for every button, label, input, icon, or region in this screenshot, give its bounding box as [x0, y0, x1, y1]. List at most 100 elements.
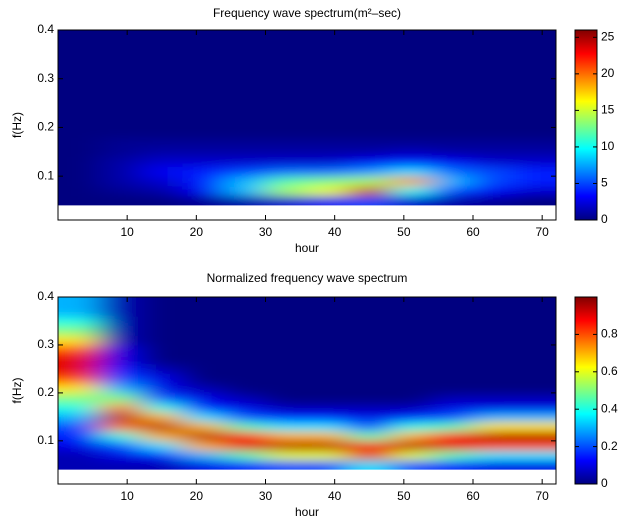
heatmap-cell: [99, 137, 142, 148]
heatmap-cell: [265, 431, 308, 442]
heatmap-cell: [390, 30, 432, 41]
heatmap-cell: [265, 59, 308, 70]
heatmap-cell: [141, 412, 183, 423]
heatmap-cell: [431, 137, 474, 148]
heatmap-cell: [514, 421, 556, 432]
heatmap-cell: [348, 431, 391, 442]
heatmap-cell: [182, 49, 225, 60]
heatmap-cell: [224, 431, 266, 442]
heatmap-cell: [265, 344, 308, 356]
heatmap-cell: [224, 412, 266, 423]
x-tick-label: 40: [328, 225, 342, 239]
x-axis-label: hour: [295, 241, 319, 255]
heatmap-cell: [141, 325, 183, 336]
heatmap-cell: [265, 176, 308, 187]
heatmap-cell: [224, 460, 266, 470]
heatmap-cell: [431, 354, 474, 365]
heatmap-cell: [473, 383, 515, 394]
heatmap-cell: [224, 166, 266, 177]
heatmap: [58, 297, 556, 470]
heatmap-cell: [224, 354, 266, 365]
heatmap-cell: [348, 354, 391, 365]
heatmap-cell: [58, 383, 100, 394]
heatmap-cell: [473, 325, 515, 336]
heatmap-cell: [265, 117, 308, 128]
heatmap-cell: [348, 412, 391, 423]
heatmap-cell: [99, 450, 142, 461]
heatmap-cell: [307, 185, 349, 197]
heatmap-cell: [141, 373, 183, 384]
heatmap-cell: [307, 137, 349, 148]
heatmap-cell: [348, 402, 391, 413]
heatmap-cell: [141, 78, 183, 89]
heatmap-cell: [99, 460, 142, 470]
heatmap-cell: [58, 137, 100, 148]
y-axis-label: f(Hz): [10, 112, 24, 138]
heatmap-cell: [514, 185, 556, 197]
heatmap-cell: [390, 185, 432, 197]
heatmap-cell: [514, 344, 556, 356]
heatmap-cell: [141, 39, 183, 50]
heatmap-cell: [431, 39, 474, 50]
heatmap-cell: [473, 373, 515, 384]
heatmap-cell: [307, 195, 349, 206]
heatmap-cell: [390, 146, 432, 158]
heatmap-cell: [473, 39, 515, 50]
heatmap-cell: [431, 88, 474, 99]
heatmap-cell: [514, 297, 556, 308]
heatmap: [58, 30, 556, 206]
heatmap-cell: [224, 107, 266, 119]
heatmap-cell: [265, 373, 308, 384]
heatmap-cell: [473, 68, 515, 80]
heatmap-cell: [431, 185, 474, 197]
colorbar-frame: [574, 29, 598, 221]
heatmap-cell: [473, 127, 515, 138]
colorbar-tick-label: 0.8: [601, 327, 618, 341]
heatmap-cell: [473, 107, 515, 119]
heatmap-cell: [99, 306, 142, 317]
heatmap-cell: [141, 146, 183, 158]
heatmap-cell: [514, 373, 556, 384]
heatmap-cell: [348, 335, 391, 346]
y-tick-label: 0.1: [37, 168, 54, 182]
heatmap-cell: [265, 383, 308, 394]
heatmap-cell: [348, 117, 391, 128]
heatmap-cell: [99, 59, 142, 70]
heatmap-cell: [431, 107, 474, 119]
y-tick-label: 0.2: [37, 120, 54, 134]
heatmap-cell: [182, 146, 225, 158]
heatmap-cell: [58, 402, 100, 413]
heatmap-cell: [224, 117, 266, 128]
heatmap-cell: [224, 68, 266, 80]
heatmap-cell: [182, 107, 225, 119]
heatmap-cell: [265, 421, 308, 432]
heatmap-cell: [431, 412, 474, 423]
heatmap-cell: [514, 412, 556, 423]
heatmap-cell: [348, 383, 391, 394]
x-tick-label: 70: [535, 489, 549, 503]
heatmap-cell: [431, 431, 474, 442]
heatmap-cell: [265, 88, 308, 99]
heatmap-cell: [473, 412, 515, 423]
x-tick-label: 70: [535, 225, 549, 239]
heatmap-cell: [265, 354, 308, 365]
heatmap-cell: [348, 440, 391, 451]
heatmap-cell: [473, 306, 515, 317]
heatmap-cell: [141, 431, 183, 442]
heatmap-cell: [514, 364, 556, 375]
colorbar-tick-label: 0: [601, 212, 608, 226]
heatmap-cell: [58, 306, 100, 317]
heatmap-cell: [224, 78, 266, 89]
heatmap-cell: [307, 335, 349, 346]
heatmap-cell: [307, 59, 349, 70]
heatmap-cell: [224, 297, 266, 308]
heatmap-cell: [182, 39, 225, 50]
heatmap-cell: [58, 195, 100, 206]
heatmap-cell: [58, 176, 100, 187]
y-tick-label: 0.3: [37, 337, 54, 351]
heatmap-cell: [390, 431, 432, 442]
heatmap-cell: [348, 166, 391, 177]
heatmap-cell: [473, 166, 515, 177]
heatmap-cell: [182, 316, 225, 327]
heatmap-cell: [182, 325, 225, 336]
